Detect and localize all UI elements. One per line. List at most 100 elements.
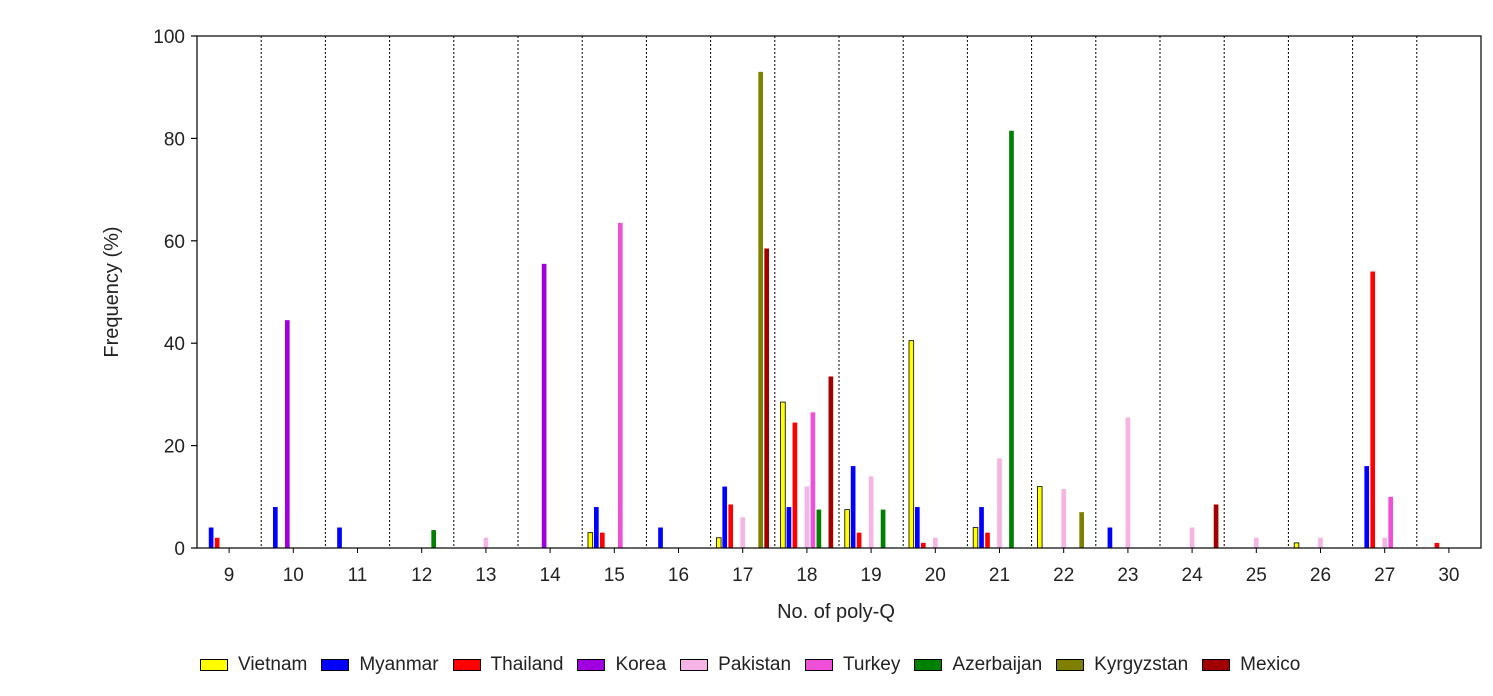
x-tick-label: 19 — [861, 565, 882, 586]
axes-group — [191, 35, 1482, 553]
legend-label: Azerbaijan — [952, 654, 1043, 675]
legend-item-myanmar: Myanmar — [321, 654, 439, 676]
bar-thailand-27 — [1370, 271, 1376, 548]
bar-mexico-24 — [1213, 504, 1219, 548]
bar-pakistan-24 — [1189, 527, 1195, 548]
bar-korea-10 — [284, 320, 290, 548]
bar-turkey-27 — [1388, 496, 1394, 548]
x-tick-labels: 9 10 11 12 13 14 15 16 17 18 19 20 21 22 23 24 25 26 27 30 — [224, 565, 1460, 586]
legend-item-korea: Korea — [577, 654, 666, 676]
legend-item-mexico: Mexico — [1202, 654, 1300, 676]
bar-pakistan-27 — [1382, 537, 1388, 548]
legend-swatch — [805, 659, 834, 671]
legend-swatch — [577, 659, 606, 671]
bar-kyrgyzstan-17 — [758, 71, 764, 548]
x-tick-label: 14 — [540, 565, 562, 586]
plot-frame — [196, 35, 1482, 549]
legend-label: Korea — [615, 654, 667, 675]
bar-azerbaijan-21 — [1009, 130, 1014, 548]
legend-label: Thailand — [490, 654, 564, 675]
x-tick-label: 24 — [1182, 565, 1204, 586]
bar-turkey-15 — [617, 222, 623, 548]
y-tick-label: 100 — [153, 27, 185, 48]
x-tick-label: 15 — [604, 565, 625, 586]
legend-swatch — [680, 659, 709, 671]
y-tick-label: 80 — [164, 129, 185, 150]
legend-item-vietnam: Vietnam — [200, 654, 307, 676]
y-tick-label: 0 — [174, 539, 185, 560]
bar-thailand-18 — [792, 422, 798, 548]
bar-vietnam-26 — [1293, 542, 1300, 549]
x-tick-label: 21 — [989, 565, 1010, 586]
bar-myanmar-19 — [850, 466, 856, 548]
bar-vietnam-22 — [1036, 486, 1043, 549]
bar-vietnam-19 — [844, 509, 850, 549]
bar-vietnam-20 — [908, 340, 915, 549]
legend-swatch — [1056, 659, 1085, 671]
legend-swatch — [321, 659, 350, 671]
y-axis-label: Frequency (%) — [101, 226, 123, 357]
legend-item-turkey: Turkey — [805, 654, 900, 676]
bar-myanmar-11 — [337, 527, 342, 548]
legend-label: Pakistan — [718, 654, 792, 675]
bars-group — [208, 71, 1440, 549]
bar-thailand-21 — [985, 532, 990, 548]
legend: Vietnam Myanmar Thailand Korea Pakistan Turke… — [200, 652, 1440, 678]
bar-thailand-30 — [1434, 542, 1440, 548]
bar-mexico-18 — [828, 376, 834, 548]
bar-pakistan-22 — [1061, 489, 1067, 548]
bar-pakistan-26 — [1318, 537, 1323, 548]
bar-thailand-20 — [920, 542, 926, 548]
x-tick-label: 22 — [1053, 565, 1074, 586]
bar-myanmar-27 — [1364, 466, 1370, 548]
legend-item-pakistan: Pakistan — [680, 654, 791, 676]
x-tick-label: 12 — [411, 565, 432, 586]
bar-azerbaijan-12 — [431, 530, 437, 548]
bar-vietnam-18 — [780, 401, 786, 549]
bar-mexico-17 — [764, 248, 770, 549]
x-tick-label: 17 — [732, 565, 753, 586]
bar-vietnam-21 — [972, 527, 979, 549]
bar-myanmar-18 — [786, 507, 792, 548]
legend-swatch — [914, 659, 943, 671]
bar-thailand-15 — [599, 532, 605, 548]
legend-label: Mexico — [1240, 654, 1301, 675]
bar-pakistan-19 — [868, 476, 874, 548]
legend-swatch — [200, 659, 228, 671]
legend-label: Turkey — [843, 654, 901, 675]
x-tick-label: 27 — [1374, 565, 1395, 586]
bar-thailand-17 — [728, 504, 734, 548]
bar-kyrgyzstan-22 — [1079, 512, 1085, 548]
x-axis-label: No. of poly-Q — [777, 601, 895, 623]
legend-item-azerbaijan: Azerbaijan — [914, 654, 1042, 676]
bar-vietnam-15 — [587, 532, 594, 549]
bar-myanmar-21 — [979, 507, 984, 548]
legend-label: Kyrgyzstan — [1094, 654, 1189, 675]
x-tick-label: 23 — [1117, 565, 1138, 586]
bar-myanmar-15 — [593, 507, 599, 548]
bar-korea-14 — [541, 263, 547, 548]
x-tick-label: 20 — [925, 565, 946, 586]
bar-pakistan-23 — [1125, 417, 1131, 548]
bar-turkey-18 — [810, 412, 816, 548]
bar-pakistan-13 — [483, 537, 489, 548]
x-tick-label: 16 — [668, 565, 689, 586]
y-tick-label: 60 — [164, 232, 185, 253]
y-tick-labels: 0 20 40 60 80 100 — [153, 27, 185, 560]
x-tick-label: 26 — [1310, 565, 1331, 586]
bar-myanmar-16 — [658, 527, 663, 548]
bar-myanmar-23 — [1107, 527, 1113, 548]
bar-myanmar-9 — [208, 527, 214, 548]
bar-azerbaijan-19 — [880, 509, 886, 548]
legend-item-kyrgyzstan: Kyrgyzstan — [1056, 654, 1188, 676]
y-tick-label: 20 — [164, 437, 185, 458]
bar-pakistan-17 — [740, 517, 746, 548]
bar-azerbaijan-18 — [816, 509, 822, 548]
category-gridlines — [260, 36, 1418, 548]
bar-thailand-19 — [856, 532, 862, 548]
legend-label: Vietnam — [238, 654, 308, 675]
bar-pakistan-20 — [932, 537, 938, 548]
legend-label: Myanmar — [359, 654, 439, 675]
bar-myanmar-10 — [272, 507, 278, 548]
x-tick-label: 30 — [1438, 565, 1459, 586]
